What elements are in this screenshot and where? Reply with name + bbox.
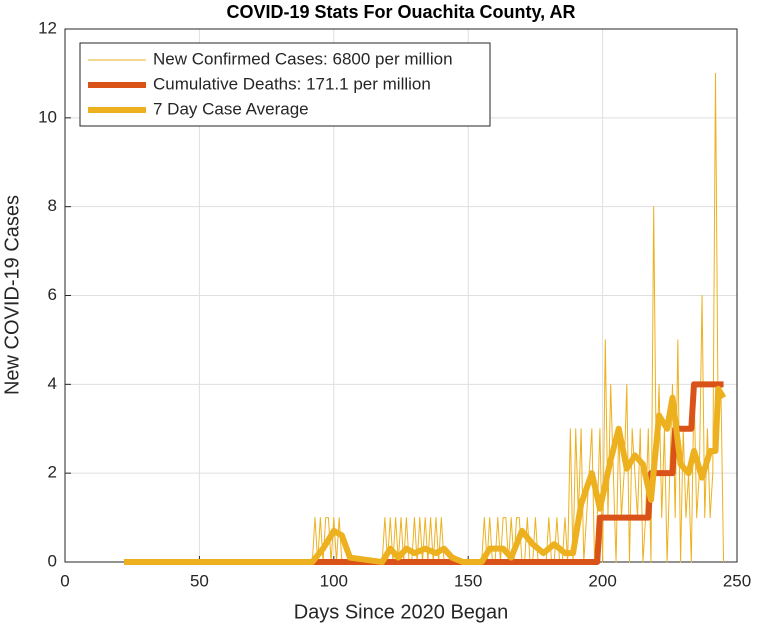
legend-label: 7 Day Case Average [153, 99, 309, 118]
y-tick-label: 2 [48, 463, 57, 482]
y-tick-label: 4 [48, 374, 57, 393]
y-tick-label: 0 [48, 551, 57, 570]
x-tick-label: 50 [190, 571, 209, 590]
legend-label: Cumulative Deaths: 171.1 per million [153, 74, 431, 93]
y-tick-label: 8 [48, 196, 57, 215]
x-tick-label: 0 [60, 571, 69, 590]
y-tick-label: 10 [38, 107, 57, 126]
chart-title: COVID-19 Stats For Ouachita County, AR [226, 2, 575, 22]
x-tick-label: 250 [723, 571, 751, 590]
series-line [124, 385, 727, 565]
x-tick-label: 100 [320, 571, 348, 590]
y-tick-label: 6 [48, 285, 57, 304]
x-axis-label: Days Since 2020 Began [294, 601, 509, 623]
y-tick-label: 12 [38, 18, 57, 37]
x-tick-label: 200 [588, 571, 616, 590]
legend-label: New Confirmed Cases: 6800 per million [153, 49, 453, 68]
series-line [124, 381, 724, 565]
x-tick-label: 150 [454, 571, 482, 590]
legend-box [79, 42, 491, 127]
y-axis-label: New COVID-19 Cases [1, 195, 23, 395]
